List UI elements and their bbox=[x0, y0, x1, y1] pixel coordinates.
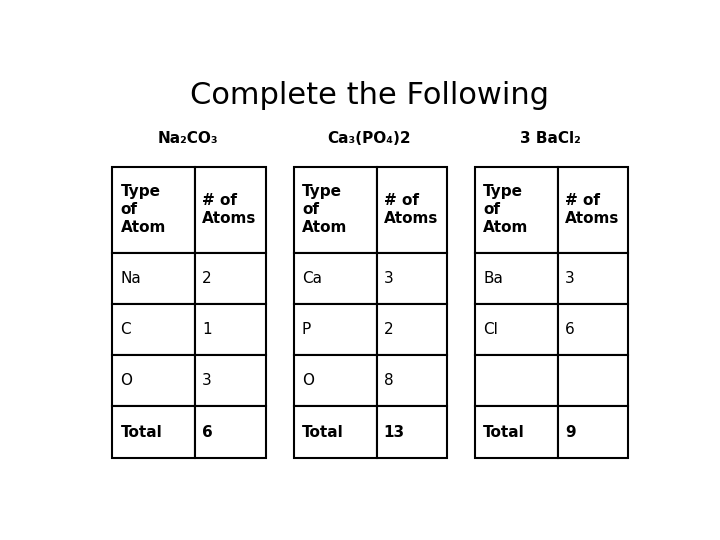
Text: 2: 2 bbox=[384, 322, 393, 337]
Bar bbox=[475, 355, 558, 407]
Text: # of
Atoms: # of Atoms bbox=[202, 193, 256, 226]
Text: P: P bbox=[302, 322, 311, 337]
Bar bbox=[558, 304, 629, 355]
Bar bbox=[112, 355, 195, 407]
Bar bbox=[294, 407, 377, 458]
Bar bbox=[558, 167, 629, 253]
Text: Total: Total bbox=[121, 424, 162, 440]
Text: 1: 1 bbox=[202, 322, 212, 337]
Text: 3: 3 bbox=[565, 271, 575, 286]
Bar bbox=[377, 167, 447, 253]
Bar bbox=[377, 253, 447, 304]
Text: Ba: Ba bbox=[483, 271, 503, 286]
Bar bbox=[558, 407, 629, 458]
Text: 6: 6 bbox=[565, 322, 575, 337]
Text: # of
Atoms: # of Atoms bbox=[384, 193, 438, 226]
Text: Na₂CO₃: Na₂CO₃ bbox=[158, 131, 218, 146]
Bar bbox=[377, 407, 447, 458]
Bar bbox=[294, 304, 377, 355]
Bar bbox=[112, 253, 195, 304]
Bar bbox=[475, 407, 558, 458]
Text: Na: Na bbox=[121, 271, 141, 286]
Bar bbox=[112, 304, 195, 355]
Text: Type
of
Atom: Type of Atom bbox=[121, 184, 166, 235]
Text: 13: 13 bbox=[384, 424, 405, 440]
Bar bbox=[558, 355, 629, 407]
Bar bbox=[475, 167, 558, 253]
Text: 3 BaCl₂: 3 BaCl₂ bbox=[520, 131, 581, 146]
Text: O: O bbox=[302, 373, 314, 388]
Bar bbox=[112, 167, 195, 253]
Bar bbox=[112, 407, 195, 458]
Text: 2: 2 bbox=[202, 271, 212, 286]
Text: 8: 8 bbox=[384, 373, 393, 388]
Bar bbox=[195, 304, 266, 355]
Text: Type
of
Atom: Type of Atom bbox=[302, 184, 347, 235]
Text: C: C bbox=[121, 322, 131, 337]
Text: Total: Total bbox=[302, 424, 343, 440]
Text: Total: Total bbox=[483, 424, 525, 440]
Bar bbox=[294, 253, 377, 304]
Bar bbox=[294, 355, 377, 407]
Bar bbox=[475, 304, 558, 355]
Text: 3: 3 bbox=[202, 373, 212, 388]
Text: Ca: Ca bbox=[302, 271, 322, 286]
Bar bbox=[195, 355, 266, 407]
Bar bbox=[377, 304, 447, 355]
Bar bbox=[294, 167, 377, 253]
Text: Type
of
Atom: Type of Atom bbox=[483, 184, 528, 235]
Bar bbox=[558, 253, 629, 304]
Text: 6: 6 bbox=[202, 424, 213, 440]
Bar bbox=[195, 253, 266, 304]
Text: 9: 9 bbox=[565, 424, 575, 440]
Text: # of
Atoms: # of Atoms bbox=[565, 193, 619, 226]
Bar bbox=[475, 253, 558, 304]
Text: 3: 3 bbox=[384, 271, 393, 286]
Text: O: O bbox=[121, 373, 132, 388]
Bar bbox=[195, 407, 266, 458]
Text: Complete the Following: Complete the Following bbox=[189, 82, 549, 111]
Bar bbox=[377, 355, 447, 407]
Text: Ca₃(PO₄)2: Ca₃(PO₄)2 bbox=[327, 131, 411, 146]
Bar bbox=[195, 167, 266, 253]
Text: Cl: Cl bbox=[483, 322, 498, 337]
